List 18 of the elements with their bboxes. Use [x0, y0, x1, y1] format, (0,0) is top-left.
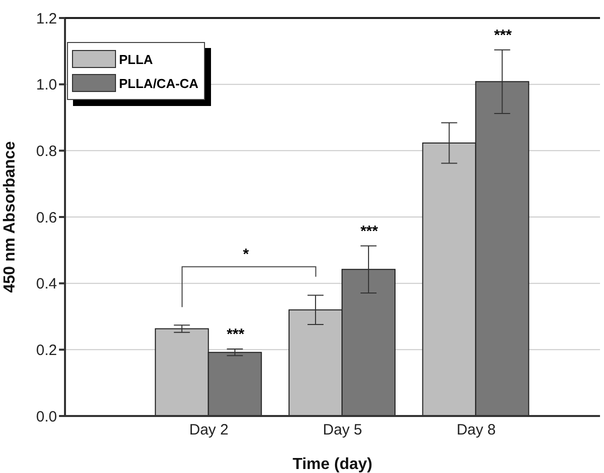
- y-tick-label: 0.2: [36, 342, 57, 359]
- x-tick-label: Day 2: [189, 422, 228, 439]
- annotation: ***: [360, 222, 378, 240]
- y-tick-label: 0.6: [36, 209, 57, 226]
- legend-label: PLLA: [119, 52, 153, 66]
- y-axis-title: 450 nm Absorbance: [2, 141, 19, 293]
- y-tick-label: 0.8: [36, 142, 57, 160]
- x-axis-title: Time (day): [292, 456, 372, 473]
- legend-label: PLLA/CA-CA: [119, 76, 198, 90]
- y-tick-label: 0.0: [36, 408, 57, 426]
- x-tick-label: Day 8: [456, 422, 496, 439]
- x-tick-label: Day 5: [322, 422, 362, 439]
- annotation: ***: [226, 326, 244, 344]
- y-tick-label: 0.4: [36, 276, 57, 293]
- annotation: ***: [494, 26, 512, 44]
- annotation: *: [243, 246, 250, 263]
- y-tick-label: 1.0: [36, 76, 57, 94]
- y-tick-label: 1.2: [36, 10, 57, 28]
